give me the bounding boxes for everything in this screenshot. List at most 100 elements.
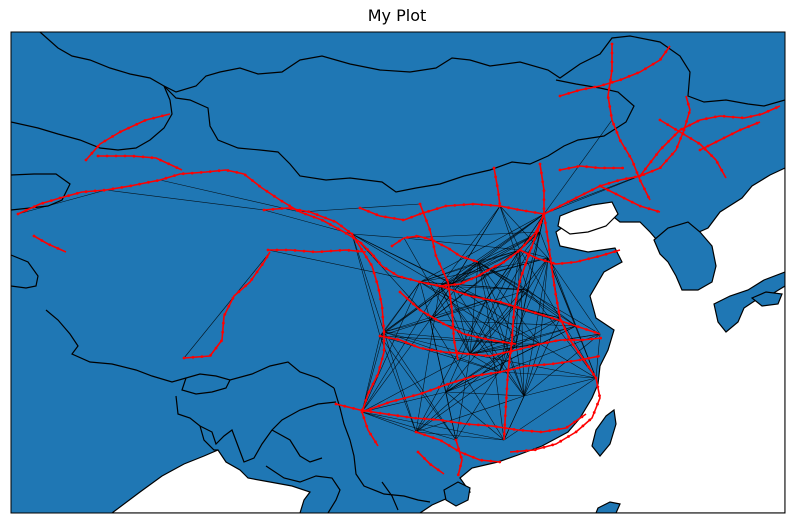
station-point (262, 208, 266, 212)
station-point (674, 127, 677, 131)
station-point (577, 350, 580, 354)
station-point (467, 422, 471, 426)
network-link (361, 411, 457, 441)
station-point (271, 207, 275, 211)
station-point (173, 174, 176, 178)
station-point (380, 306, 384, 310)
station-point (730, 132, 734, 136)
station-point (392, 272, 396, 275)
station-point (427, 209, 430, 213)
station-point (554, 292, 558, 296)
station-point (321, 218, 324, 222)
station-point (504, 405, 508, 409)
station-point (615, 131, 619, 134)
station-point (630, 200, 634, 204)
country-borders (11, 32, 785, 513)
station-point (689, 137, 693, 140)
station-point (429, 388, 432, 392)
network-link (543, 175, 641, 215)
station-point (227, 304, 231, 308)
network-link (183, 251, 271, 359)
station-point (16, 212, 20, 216)
sea-bohai (557, 201, 619, 235)
network-link (361, 319, 431, 413)
station-point (643, 187, 646, 191)
station-point (647, 195, 650, 199)
network-link (351, 233, 441, 287)
station-point (593, 85, 597, 89)
station-point (687, 111, 691, 115)
station-point (610, 60, 614, 64)
station-point (293, 249, 297, 252)
station-point (625, 177, 628, 181)
network-link (451, 213, 545, 285)
station-point (503, 423, 507, 427)
station-point (304, 212, 307, 216)
station-point (498, 204, 502, 208)
station-point (714, 140, 718, 144)
station-point (499, 300, 503, 304)
station-point (430, 348, 434, 352)
station-point (578, 358, 582, 362)
station-point (384, 215, 387, 219)
station-point (489, 372, 493, 375)
station-point (84, 158, 88, 162)
station-point (598, 184, 602, 188)
station-point (312, 215, 316, 219)
station-point (56, 247, 60, 250)
station-point (344, 231, 348, 235)
station-point (453, 283, 457, 286)
station-point (417, 280, 421, 284)
station-point (635, 171, 639, 174)
station-point (494, 425, 498, 428)
station-point (289, 207, 293, 210)
station-point (682, 128, 686, 132)
station-point (49, 199, 53, 203)
station-point (524, 364, 528, 368)
station-point (596, 355, 599, 358)
network-link (361, 411, 417, 433)
station-point (462, 281, 465, 284)
network-link (469, 317, 561, 355)
station-point (510, 349, 514, 353)
station-point (377, 404, 381, 408)
station-point (568, 322, 571, 326)
station-point (423, 457, 426, 460)
station-point (639, 179, 642, 183)
station-point (587, 365, 590, 369)
station-point (440, 243, 444, 247)
station-point (642, 173, 646, 176)
station-point (675, 145, 679, 149)
network-link (379, 281, 421, 337)
station-point (514, 298, 518, 301)
station-point (581, 338, 585, 342)
station-point (423, 433, 426, 437)
station-point (533, 237, 536, 241)
station-point (519, 347, 523, 351)
station-point (421, 347, 425, 350)
station-point (244, 284, 248, 288)
station-point (559, 319, 563, 323)
station-point (528, 345, 531, 348)
station-point (334, 402, 338, 406)
station-point (150, 156, 154, 160)
station-point (369, 407, 372, 411)
station-point (332, 219, 336, 223)
network-link (575, 325, 597, 379)
station-point (554, 339, 558, 343)
station-point (673, 133, 677, 137)
station-point (190, 171, 194, 175)
station-point (593, 330, 597, 334)
station-point (423, 236, 427, 240)
station-point (581, 424, 585, 428)
station-point (199, 171, 203, 174)
station-point (453, 204, 457, 207)
station-point (650, 169, 654, 173)
station-point (599, 336, 602, 340)
station-point (251, 179, 254, 182)
network-link (105, 189, 265, 211)
station-point (231, 296, 235, 300)
station-point (681, 132, 685, 136)
station-point (613, 250, 617, 254)
